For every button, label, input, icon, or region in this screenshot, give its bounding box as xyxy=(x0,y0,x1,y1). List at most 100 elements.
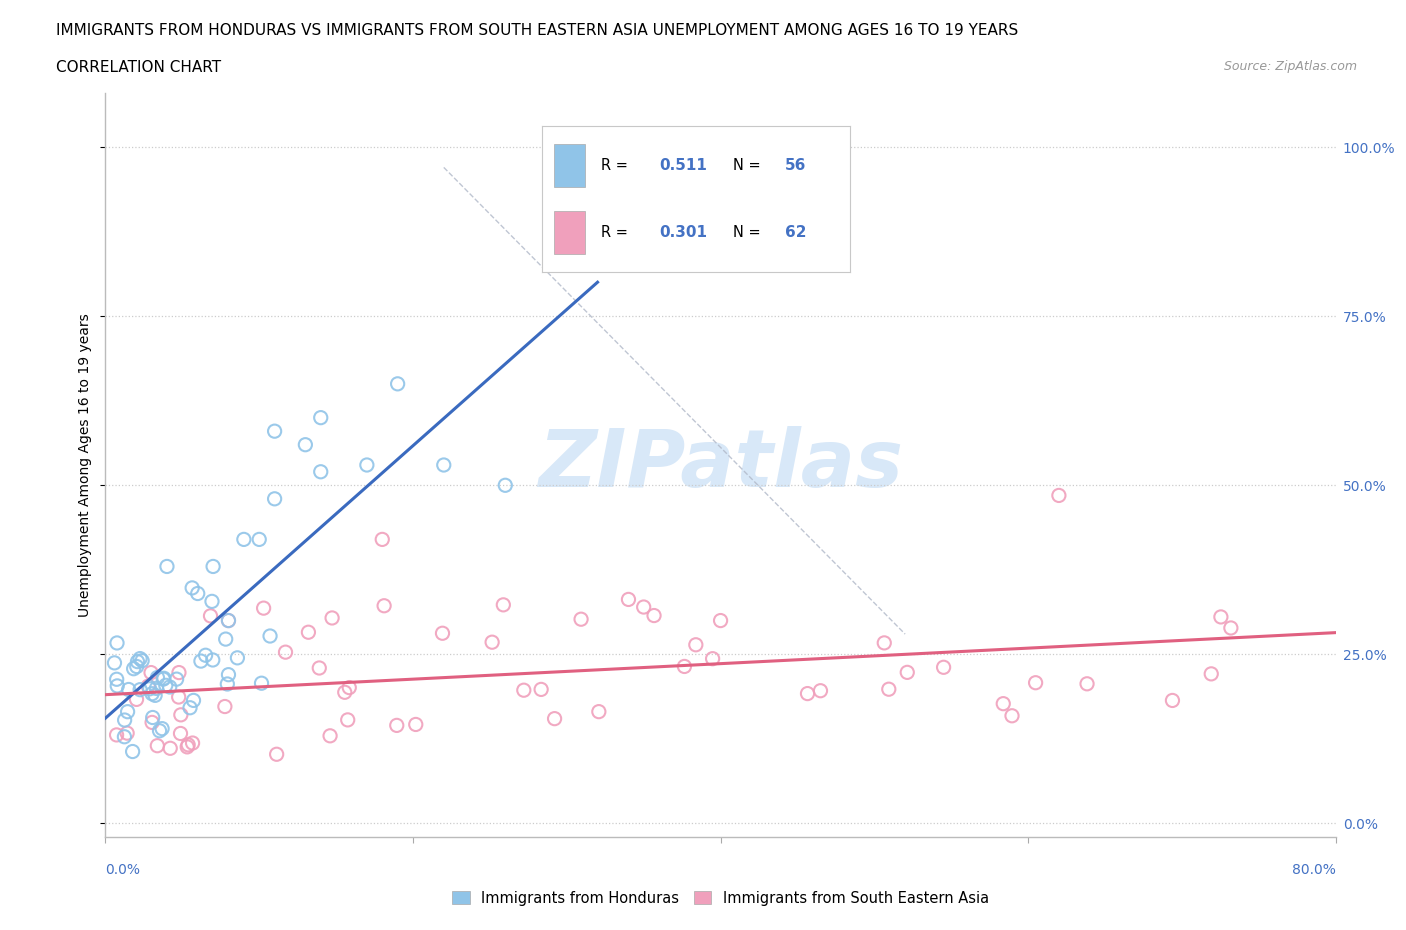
Point xyxy=(105,679,128,694)
Point xyxy=(200,608,222,623)
Text: ZIPatlas: ZIPatlas xyxy=(538,426,903,504)
Point xyxy=(218,613,240,628)
Point xyxy=(129,683,152,698)
Point xyxy=(371,532,394,547)
Point xyxy=(181,736,204,751)
Point xyxy=(129,651,152,666)
Point xyxy=(385,718,408,733)
Point xyxy=(232,532,254,547)
Text: 0.0%: 0.0% xyxy=(105,863,141,877)
Point xyxy=(218,613,240,628)
Point xyxy=(309,464,332,479)
Point xyxy=(187,586,209,601)
Point xyxy=(121,744,143,759)
Point xyxy=(138,682,160,697)
Point xyxy=(103,656,125,671)
Point xyxy=(167,689,190,704)
Point xyxy=(183,693,205,708)
Point xyxy=(127,654,149,669)
Point xyxy=(114,712,136,727)
Point xyxy=(810,684,832,698)
Point xyxy=(877,682,900,697)
Point xyxy=(1161,693,1184,708)
Point xyxy=(356,458,378,472)
Point xyxy=(159,680,181,695)
Point xyxy=(588,704,610,719)
Point xyxy=(319,728,342,743)
Point xyxy=(685,637,707,652)
Point xyxy=(167,665,190,680)
Point xyxy=(1001,709,1024,724)
Point xyxy=(710,613,733,628)
Point xyxy=(543,711,565,726)
Point xyxy=(169,726,191,741)
Point xyxy=(156,559,179,574)
Point xyxy=(153,671,176,685)
Point xyxy=(194,648,217,663)
Point xyxy=(617,592,640,607)
Point xyxy=(155,678,177,693)
Text: Source: ZipAtlas.com: Source: ZipAtlas.com xyxy=(1223,60,1357,73)
Point xyxy=(202,559,225,574)
Point xyxy=(136,679,159,694)
Point xyxy=(148,724,170,738)
Point xyxy=(181,580,204,595)
Point xyxy=(387,377,409,392)
Point xyxy=(274,644,297,659)
Point xyxy=(294,437,316,452)
Point xyxy=(513,683,536,698)
Point xyxy=(643,608,665,623)
Point xyxy=(569,612,592,627)
Legend: Immigrants from Honduras, Immigrants from South Eastern Asia: Immigrants from Honduras, Immigrants fro… xyxy=(446,884,995,911)
Point xyxy=(336,712,359,727)
Point xyxy=(702,651,724,666)
Point xyxy=(796,686,818,701)
Point xyxy=(142,711,165,725)
Point xyxy=(105,671,128,686)
Point xyxy=(530,682,553,697)
Point xyxy=(176,739,198,754)
Point xyxy=(337,680,360,695)
Point xyxy=(150,721,173,736)
Point xyxy=(308,660,330,675)
Point xyxy=(115,725,138,740)
Point xyxy=(105,635,128,650)
Point xyxy=(673,659,696,674)
Point xyxy=(433,458,456,472)
Point xyxy=(152,671,174,686)
Point xyxy=(143,688,166,703)
Point xyxy=(932,660,955,675)
Point xyxy=(141,686,163,701)
Text: 80.0%: 80.0% xyxy=(1292,863,1336,877)
Point xyxy=(139,665,162,680)
Point xyxy=(481,635,503,650)
Point xyxy=(141,715,163,730)
Point xyxy=(217,676,239,691)
Point xyxy=(117,682,139,697)
Point xyxy=(1047,488,1070,503)
Point xyxy=(494,478,516,493)
Point xyxy=(309,410,332,425)
Point xyxy=(1209,609,1232,624)
Point xyxy=(218,667,240,682)
Point xyxy=(250,676,273,691)
Point xyxy=(122,661,145,676)
Point xyxy=(190,654,212,669)
Point xyxy=(201,594,224,609)
Point xyxy=(263,491,285,506)
Point xyxy=(321,610,343,625)
Point xyxy=(252,601,274,616)
Point xyxy=(373,598,395,613)
Point xyxy=(117,704,139,719)
Point xyxy=(1076,676,1098,691)
Point xyxy=(201,653,224,668)
Point xyxy=(145,681,167,696)
Point xyxy=(146,738,169,753)
Text: IMMIGRANTS FROM HONDURAS VS IMMIGRANTS FROM SOUTH EASTERN ASIA UNEMPLOYMENT AMON: IMMIGRANTS FROM HONDURAS VS IMMIGRANTS F… xyxy=(56,23,1018,38)
Point xyxy=(226,650,249,665)
Point xyxy=(266,747,288,762)
Point xyxy=(1219,620,1241,635)
Point xyxy=(405,717,427,732)
Point xyxy=(263,424,285,439)
Point xyxy=(896,665,918,680)
